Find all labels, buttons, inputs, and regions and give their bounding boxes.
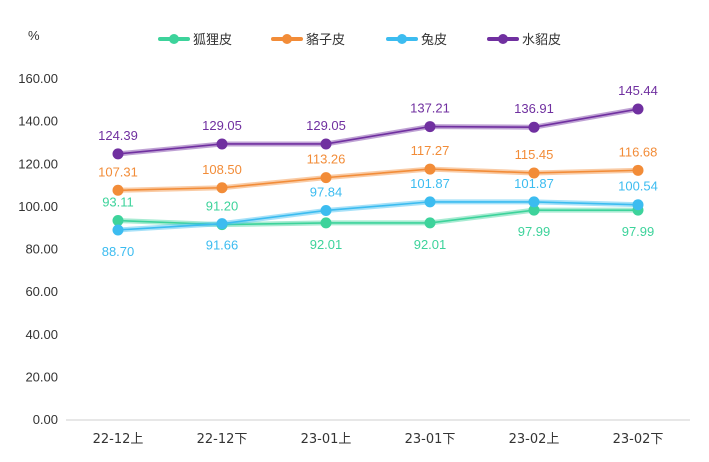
x-axis: 22-12上 22-12下 23-01上 23-01下 23-02上 23-02下 [66,419,690,447]
data-label: 101.87 [410,176,450,191]
data-point[interactable] [528,167,540,179]
data-label: 115.45 [515,147,554,162]
y-unit-label: % [28,28,40,43]
data-label: 100.54 [618,179,658,194]
data-label: 92.01 [414,237,447,252]
data-point[interactable] [320,138,332,150]
legend-item[interactable]: 水貂皮 [487,33,561,48]
x-tick-label: 22-12下 [197,432,248,447]
legend: 狐狸皮 貉子皮 兔皮 水貂皮 [158,32,561,48]
data-label: 108.50 [202,162,242,177]
legend-label: 水貂皮 [522,33,561,48]
data-point[interactable] [216,138,228,150]
data-label: 113.26 [307,152,346,167]
y-tick-label: 140.00 [18,114,58,129]
data-point[interactable] [424,121,436,133]
y-tick-label: 120.00 [18,156,58,171]
data-label: 145.44 [618,83,658,98]
data-point[interactable] [424,196,436,208]
data-point[interactable] [112,215,124,227]
data-label: 91.66 [206,238,239,253]
data-label: 97.99 [518,224,551,239]
x-tick-label: 23-02上 [509,432,560,447]
data-label: 136.91 [514,101,554,116]
x-tick-label: 23-02下 [613,432,664,447]
data-labels: 93.11 91.20 92.01 92.01 97.99 97.99 107.31 108.… [98,83,658,259]
y-tick-label: 80.00 [25,242,58,257]
series-line [117,108,639,155]
data-point[interactable] [632,164,644,176]
x-tick-label: 23-01下 [405,432,456,447]
y-axis: 0.00 20.00 40.00 60.00 80.00 100.00 120.00 140.… [18,71,58,427]
data-label: 91.20 [206,199,239,214]
data-label: 88.70 [102,244,135,259]
legend-item[interactable]: 兔皮 [386,33,447,48]
data-label: 116.68 [619,144,658,159]
data-label: 129.05 [202,118,242,133]
data-point[interactable] [320,172,332,184]
data-point[interactable] [424,163,436,175]
data-label: 92.01 [310,237,343,252]
series-layer [112,103,644,236]
y-tick-label: 100.00 [18,199,58,214]
data-point[interactable] [216,218,228,230]
series-line [117,168,639,192]
data-label: 93.11 [102,195,134,210]
y-tick-label: 20.00 [25,369,58,384]
y-tick-label: 40.00 [25,327,58,342]
legend-item[interactable]: 貉子皮 [271,32,345,48]
data-point[interactable] [112,148,124,160]
data-point[interactable] [528,121,540,133]
data-point[interactable] [320,217,332,229]
data-point[interactable] [112,184,124,196]
legend-marker [169,34,179,44]
data-label: 117.27 [411,143,450,158]
data-point[interactable] [528,204,540,216]
series-3 [112,103,644,160]
y-tick-label: 0.00 [33,412,58,427]
data-point[interactable] [528,196,540,208]
legend-label: 狐狸皮 [193,33,232,48]
series-1 [112,163,644,196]
legend-marker [282,34,292,44]
data-point[interactable] [632,103,644,115]
data-point[interactable] [112,224,124,236]
data-label: 129.05 [306,118,346,133]
data-point[interactable] [216,182,228,194]
data-label: 137.21 [410,101,450,116]
series-2 [112,196,644,236]
data-point[interactable] [424,217,436,229]
data-point[interactable] [320,204,332,216]
data-label: 124.39 [98,128,138,143]
data-label: 101.87 [514,176,554,191]
series-line [117,201,639,231]
data-label: 107.31 [98,164,138,179]
data-label: 97.84 [310,184,343,199]
data-label: 97.99 [622,224,655,239]
legend-label: 兔皮 [421,33,447,48]
legend-item[interactable]: 狐狸皮 [158,33,232,48]
data-point[interactable] [632,199,644,211]
x-tick-label: 22-12上 [93,432,144,447]
x-tick-label: 23-01上 [301,432,352,447]
y-tick-label: 60.00 [25,284,58,299]
legend-marker [498,34,508,44]
y-tick-label: 160.00 [18,71,58,86]
legend-marker [397,34,407,44]
legend-label: 貉子皮 [306,32,345,48]
